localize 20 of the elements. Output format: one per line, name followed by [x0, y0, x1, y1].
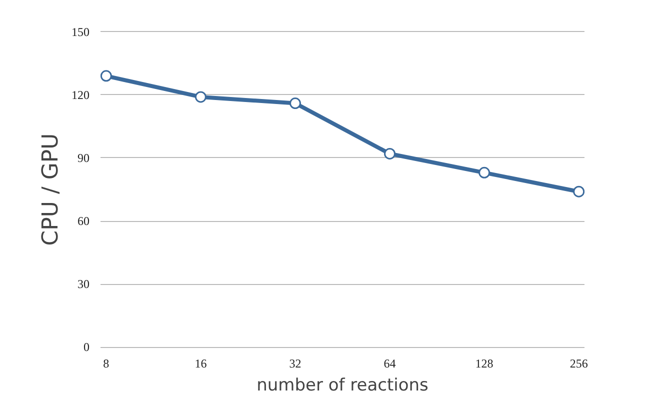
x-tick-label: 32 — [289, 356, 302, 370]
x-tick-label: 128 — [475, 356, 494, 370]
point — [478, 166, 490, 178]
y-tick-label: 0 — [84, 340, 90, 354]
y-tick-label: 60 — [78, 214, 90, 228]
point — [194, 91, 206, 103]
y-tick-label: 30 — [78, 277, 90, 292]
y-axis-title: CPU / GPU — [38, 133, 64, 246]
x-tick-label: 256 — [570, 356, 588, 370]
point — [289, 98, 301, 110]
point — [573, 186, 584, 198]
x-tick-label: 8 — [103, 356, 110, 370]
y-tick-label: 120 — [72, 88, 90, 102]
point — [384, 148, 396, 160]
y-tick-label: 150 — [72, 24, 90, 39]
y-tick-label: 90 — [78, 150, 90, 165]
point — [100, 70, 112, 82]
x-tick-label: 16 — [194, 356, 207, 370]
x-tick-label: 64 — [384, 356, 396, 370]
x-axis-title: number of reactions — [256, 376, 429, 396]
